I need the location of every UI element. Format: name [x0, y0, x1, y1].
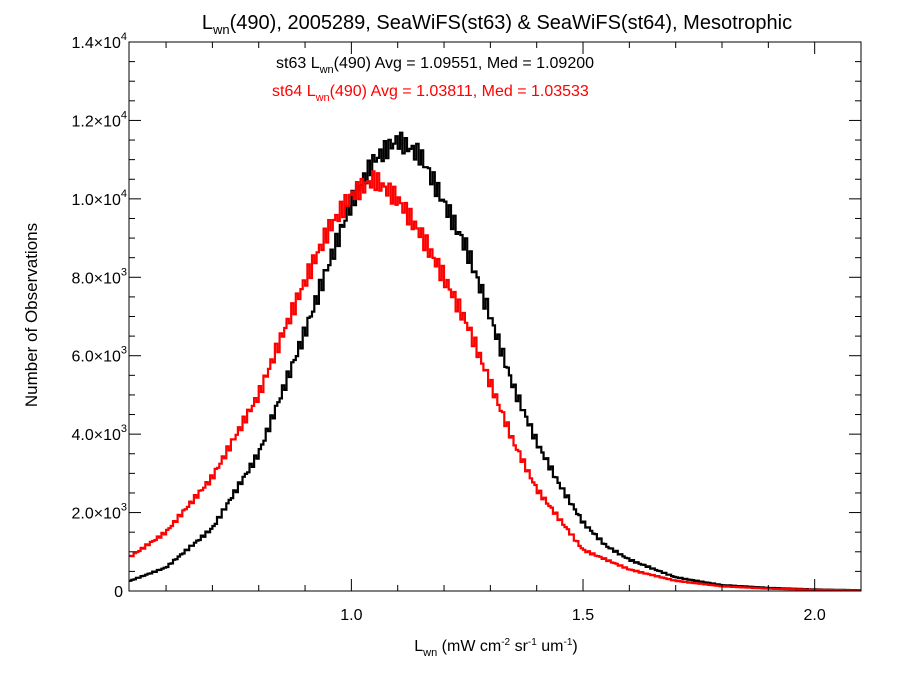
- y-tick-label: 1.0×104: [71, 188, 127, 209]
- y-tick-label: 8.0×103: [71, 266, 127, 287]
- y-tick-label: 1.2×104: [71, 109, 127, 130]
- plot-frame: [128, 41, 862, 592]
- y-tick-label: 1.4×104: [71, 31, 127, 52]
- y-tick-label: 4.0×103: [71, 423, 127, 444]
- chart-title: Lwn(490), 2005289, SeaWiFS(st63) & SeaWi…: [202, 12, 792, 37]
- x-tick-label: 1.0: [340, 607, 362, 624]
- series-st64-line: [129, 170, 861, 591]
- plot-area: 1.0 1.5 2.0 0 2.0×103 4.0×103 6.0×103 8.0×103 1.…: [71, 31, 862, 624]
- legend-st63: st63 Lwn(490) Avg = 1.09551, Med = 1.092…: [276, 55, 594, 76]
- y-tick-label: 0: [114, 584, 123, 601]
- series-st63-line: [129, 131, 861, 591]
- y-tick-label: 2.0×103: [71, 502, 127, 523]
- legend-st64: st64 Lwn(490) Avg = 1.03811, Med = 1.035…: [272, 83, 589, 104]
- y-axis-label: Number of Observations: [22, 223, 41, 407]
- y-tick-label: 6.0×103: [71, 345, 127, 366]
- x-axis-label: Lwn (mW cm-2 sr-1 um-1): [414, 637, 577, 659]
- x-tick-label: 1.5: [572, 607, 594, 624]
- x-tick-label: 2.0: [804, 607, 826, 624]
